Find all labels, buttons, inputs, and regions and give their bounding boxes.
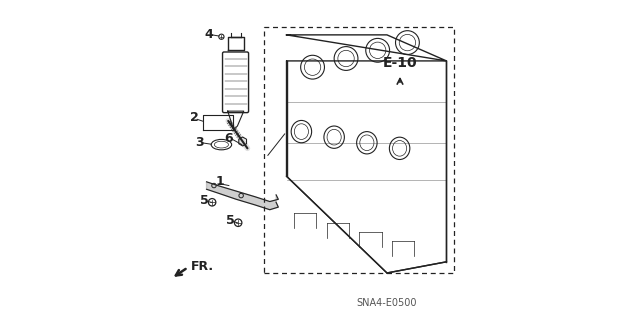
Text: 1: 1 bbox=[216, 175, 225, 188]
Text: 5: 5 bbox=[200, 194, 209, 207]
Text: 4: 4 bbox=[205, 28, 214, 41]
Text: 6: 6 bbox=[225, 132, 233, 145]
Text: E-10: E-10 bbox=[383, 56, 417, 70]
Text: 5: 5 bbox=[227, 214, 235, 227]
Polygon shape bbox=[207, 182, 278, 210]
Text: 3: 3 bbox=[195, 136, 204, 149]
Text: 2: 2 bbox=[190, 111, 198, 124]
Text: FR.: FR. bbox=[191, 260, 214, 273]
Text: SNA4-E0500: SNA4-E0500 bbox=[356, 298, 417, 308]
